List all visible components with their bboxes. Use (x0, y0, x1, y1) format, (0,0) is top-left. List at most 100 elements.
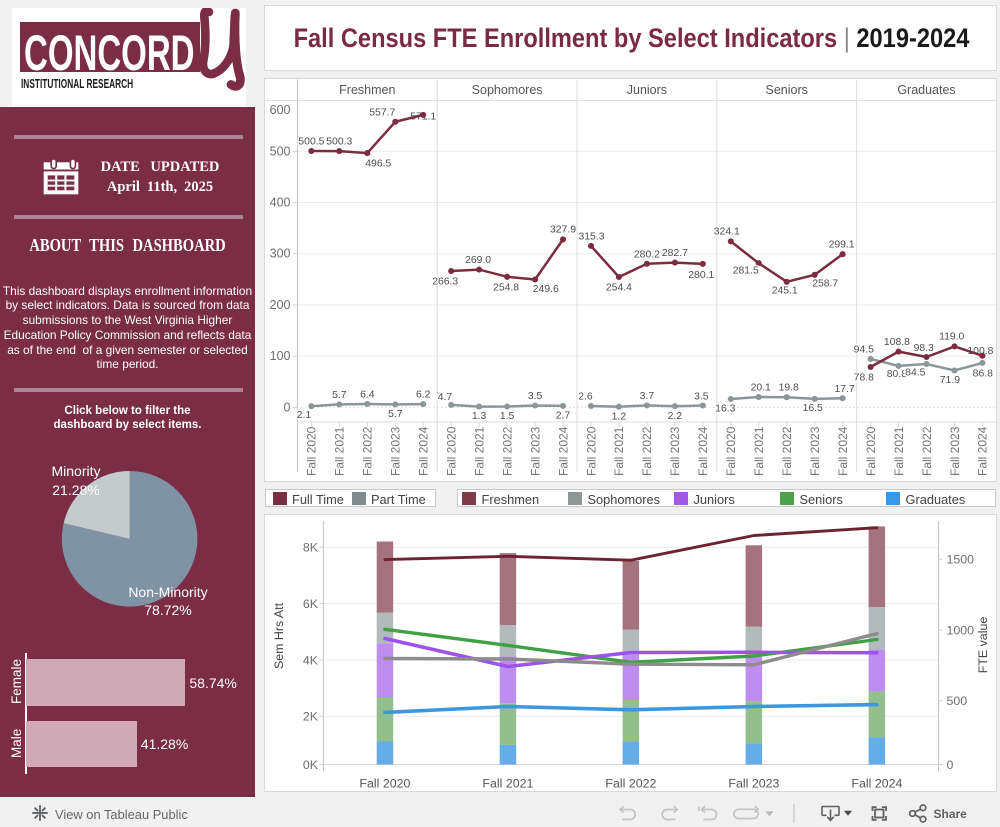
svg-text:315.3: 315.3 (578, 231, 604, 242)
svg-text:2.7: 2.7 (556, 411, 571, 422)
svg-text:Fall 2023: Fall 2023 (389, 426, 403, 476)
svg-text:Fall 2022: Fall 2022 (640, 426, 654, 476)
svg-text:78.8: 78.8 (854, 372, 874, 383)
svg-text:3.5: 3.5 (694, 392, 709, 403)
svg-text:3.5: 3.5 (528, 391, 543, 402)
svg-text:2.6: 2.6 (578, 392, 593, 403)
svg-text:19.8: 19.8 (779, 383, 799, 394)
svg-text:300: 300 (270, 247, 291, 261)
svg-text:Fall 2022: Fall 2022 (605, 777, 656, 791)
svg-text:269.0: 269.0 (465, 255, 491, 266)
svg-text:6.2: 6.2 (416, 390, 431, 401)
svg-text:254.4: 254.4 (606, 283, 632, 294)
svg-text:258.7: 258.7 (812, 278, 838, 289)
svg-text:6.4: 6.4 (360, 390, 375, 401)
svg-text:3.7: 3.7 (640, 391, 655, 402)
svg-text:Fall 2024: Fall 2024 (851, 777, 902, 791)
svg-text:Juniors: Juniors (627, 83, 667, 97)
svg-text:0: 0 (947, 758, 954, 772)
svg-text:Fall 2023: Fall 2023 (528, 426, 542, 476)
svg-text:5.7: 5.7 (332, 390, 347, 401)
svg-text:266.3: 266.3 (432, 277, 458, 288)
svg-text:6K: 6K (303, 597, 319, 611)
svg-text:1.3: 1.3 (472, 411, 487, 422)
svg-text:500.3: 500.3 (326, 137, 352, 148)
svg-text:Fall 2021: Fall 2021 (333, 426, 347, 476)
svg-text:500: 500 (947, 694, 968, 708)
svg-text:Freshmen: Freshmen (339, 83, 395, 97)
svg-text:84.5: 84.5 (905, 368, 925, 379)
svg-text:324.1: 324.1 (714, 226, 740, 237)
svg-text:Seniors: Seniors (766, 83, 808, 97)
svg-text:500: 500 (270, 144, 291, 158)
svg-text:0: 0 (284, 400, 291, 414)
svg-text:Fall 2021: Fall 2021 (752, 426, 766, 476)
svg-text:108.8: 108.8 (884, 337, 910, 348)
svg-text:20.1: 20.1 (751, 383, 771, 394)
svg-text:1.2: 1.2 (612, 411, 627, 422)
svg-text:600: 600 (270, 103, 291, 117)
svg-text:Fall 2024: Fall 2024 (696, 426, 710, 476)
svg-text:100: 100 (270, 349, 291, 363)
svg-text:86.8: 86.8 (973, 368, 993, 379)
svg-text:Fall 2020: Fall 2020 (305, 426, 319, 476)
svg-text:Fall 2020: Fall 2020 (864, 426, 878, 476)
svg-text:FTE value: FTE value (976, 617, 990, 674)
svg-text:245.1: 245.1 (772, 285, 798, 296)
svg-text:1.5: 1.5 (500, 411, 515, 422)
svg-text:1500: 1500 (947, 553, 975, 567)
svg-text:Share: Share (934, 807, 968, 821)
svg-text:Fall 2022: Fall 2022 (780, 426, 794, 476)
svg-text:Graduates: Graduates (897, 83, 955, 97)
svg-text:5.7: 5.7 (388, 409, 403, 420)
svg-text:Fall 2020: Fall 2020 (584, 426, 598, 476)
svg-text:Fall 2020: Fall 2020 (359, 777, 410, 791)
svg-text:17.7: 17.7 (834, 384, 854, 395)
svg-text:0K: 0K (303, 758, 319, 772)
svg-text:299.1: 299.1 (829, 240, 855, 251)
svg-text:281.5: 281.5 (733, 266, 759, 277)
svg-text:119.0: 119.0 (939, 332, 964, 343)
svg-text:2.2: 2.2 (668, 411, 683, 422)
svg-text:Fall 2021: Fall 2021 (892, 426, 906, 476)
svg-text:282.7: 282.7 (662, 248, 688, 259)
svg-text:200: 200 (270, 298, 291, 312)
svg-text:Sophomores: Sophomores (472, 83, 543, 97)
svg-text:280.2: 280.2 (634, 249, 660, 260)
svg-text:2.1: 2.1 (297, 410, 312, 421)
svg-text:80.8: 80.8 (887, 369, 907, 380)
svg-text:Fall 2023: Fall 2023 (668, 426, 682, 476)
svg-text:16.5: 16.5 (803, 403, 823, 414)
svg-text:Fall 2021: Fall 2021 (612, 426, 626, 476)
svg-text:100.8: 100.8 (967, 346, 993, 357)
svg-text:Fall 2022: Fall 2022 (920, 426, 934, 476)
svg-text:1000: 1000 (947, 623, 975, 637)
svg-text:327.9: 327.9 (550, 224, 576, 235)
svg-text:Fall 2022: Fall 2022 (361, 426, 375, 476)
svg-text:Sem Hrs Att: Sem Hrs Att (272, 602, 286, 669)
svg-text:254.8: 254.8 (493, 282, 519, 293)
svg-text:2K: 2K (303, 710, 319, 724)
svg-text:Fall 2024: Fall 2024 (417, 426, 431, 476)
svg-text:98.3: 98.3 (914, 343, 934, 354)
svg-text:Fall 2023: Fall 2023 (728, 777, 779, 791)
svg-text:Fall 2021: Fall 2021 (482, 777, 533, 791)
svg-text:4K: 4K (303, 653, 319, 667)
svg-text:557.7: 557.7 (369, 107, 395, 118)
svg-text:Fall 2023: Fall 2023 (948, 426, 962, 476)
svg-text:400: 400 (270, 196, 291, 210)
svg-text:Fall 2021: Fall 2021 (472, 426, 486, 476)
svg-text:Fall 2024: Fall 2024 (556, 426, 570, 476)
svg-text:Fall 2024: Fall 2024 (836, 426, 850, 476)
svg-text:94.5: 94.5 (854, 344, 874, 355)
svg-text:500.5: 500.5 (298, 137, 324, 148)
svg-text:16.3: 16.3 (715, 403, 735, 414)
svg-text:Fall 2020: Fall 2020 (445, 426, 459, 476)
svg-text:280.1: 280.1 (688, 270, 714, 281)
svg-text:249.6: 249.6 (533, 284, 559, 295)
svg-text:496.5: 496.5 (365, 159, 391, 170)
svg-text:Fall 2022: Fall 2022 (500, 426, 514, 476)
svg-text:Fall 2023: Fall 2023 (808, 426, 822, 476)
svg-text:71.9: 71.9 (940, 375, 960, 386)
svg-text:Fall 2024: Fall 2024 (976, 426, 990, 476)
